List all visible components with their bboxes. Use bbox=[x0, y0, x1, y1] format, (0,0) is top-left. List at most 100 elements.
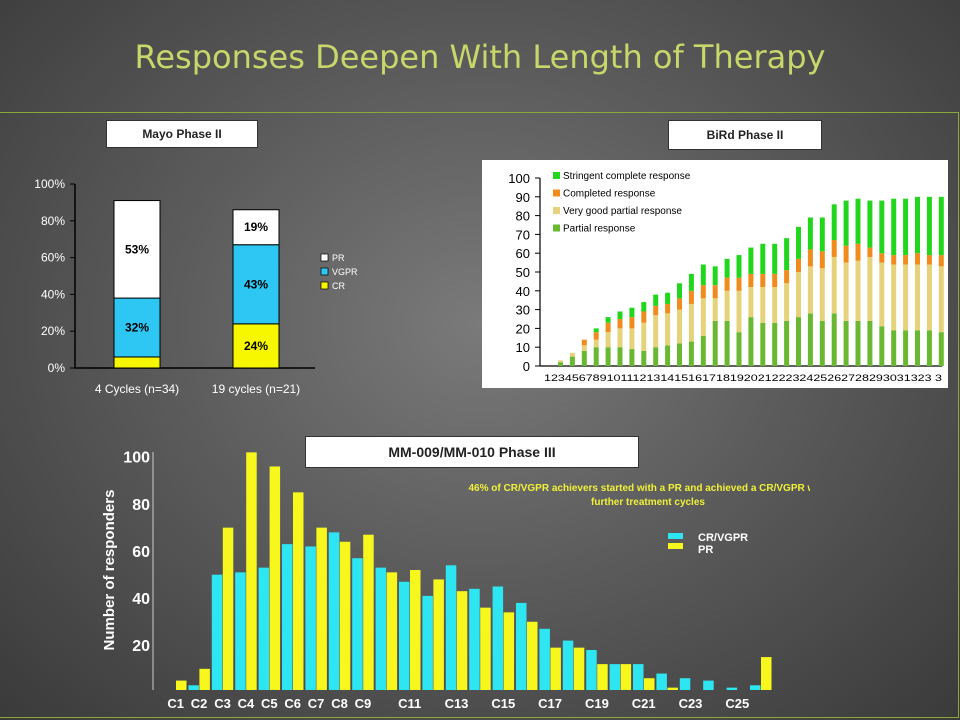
mm-bar-pr bbox=[176, 680, 187, 690]
bird-y-tick: 60 bbox=[516, 246, 530, 261]
bird-bar-segment bbox=[712, 266, 718, 286]
bird-y-tick: 0 bbox=[523, 359, 530, 374]
mayo-legend-swatch bbox=[320, 267, 329, 276]
mayo-legend-swatch bbox=[320, 253, 329, 262]
bird-bar-segment bbox=[688, 290, 694, 304]
bird-bar-segment bbox=[891, 264, 897, 331]
bird-bar-segment bbox=[772, 273, 778, 288]
mm-bar-pr bbox=[480, 607, 491, 690]
mm-y-tick: 80 bbox=[132, 497, 150, 514]
bird-bar-segment bbox=[748, 247, 754, 274]
bird-bar-segment bbox=[772, 287, 778, 323]
bird-bar-segment bbox=[796, 317, 801, 366]
bird-bar-segment bbox=[569, 352, 575, 357]
bird-bar-segment bbox=[891, 198, 897, 256]
mayo-x-tick: 19 cycles (n=21) bbox=[212, 382, 300, 396]
mayo-data-label: 53% bbox=[125, 242, 149, 256]
bird-bar-segment bbox=[843, 200, 849, 246]
bird-bar-segment bbox=[736, 332, 742, 366]
bird-y-tick: 20 bbox=[516, 321, 530, 336]
bird-bar-segment bbox=[831, 256, 837, 314]
bird-legend-swatch bbox=[553, 224, 560, 232]
bird-bar-segment bbox=[629, 317, 635, 329]
bird-bar-segment bbox=[903, 264, 909, 331]
bird-bar-segment bbox=[677, 283, 682, 299]
mm-x-tick: C1 bbox=[167, 696, 184, 711]
bird-bar-segment bbox=[593, 332, 599, 340]
mm-bar-pr bbox=[410, 570, 421, 690]
bird-bar-segment bbox=[593, 347, 599, 366]
bird-y-tick: 30 bbox=[516, 303, 530, 318]
bird-bar-segment bbox=[938, 332, 944, 366]
mm-bar-crvgpr bbox=[305, 546, 316, 690]
bird-bar-segment bbox=[677, 309, 682, 344]
mm-bar-crvgpr bbox=[609, 664, 621, 690]
mayo-bar-cr bbox=[113, 356, 161, 369]
bird-bar-segment bbox=[700, 298, 706, 336]
mayo-bar-pr bbox=[232, 209, 280, 246]
bird-bar-segment bbox=[915, 253, 920, 265]
bird-bar-segment bbox=[760, 287, 766, 323]
bird-bar-segment bbox=[558, 360, 563, 363]
bird-bar-segment bbox=[784, 283, 790, 321]
bird-legend-item: Partial response bbox=[563, 224, 636, 235]
bird-bar-segment bbox=[760, 322, 766, 366]
bird-bar-segment bbox=[772, 322, 778, 366]
mm-x-tick: C21 bbox=[632, 696, 656, 711]
mayo-bar-vgpr bbox=[113, 297, 161, 358]
bird-bar-segment bbox=[700, 264, 706, 286]
mm-bar-crvgpr bbox=[469, 588, 480, 690]
mm-x-tick: C2 bbox=[191, 696, 208, 711]
bird-bar-segment bbox=[784, 320, 790, 366]
bird-bar-segment bbox=[879, 262, 885, 327]
mm-bar-crvgpr bbox=[656, 673, 667, 690]
mm-x-tick: C15 bbox=[491, 696, 515, 711]
bird-bar-segment bbox=[855, 243, 861, 261]
mm-bar-crvgpr bbox=[539, 628, 550, 690]
mm-x-tick: C9 bbox=[355, 696, 372, 711]
mm-legend-item: CR/VGPR bbox=[698, 532, 748, 544]
bird-bar-segment bbox=[724, 320, 730, 366]
mm-bar-pr bbox=[550, 647, 561, 690]
bird-bar-segment bbox=[581, 345, 587, 351]
mm-x-tick: C17 bbox=[538, 696, 562, 711]
mm-bar-pr bbox=[573, 647, 585, 690]
bird-bar-segment bbox=[629, 307, 635, 318]
bird-y-tick: 90 bbox=[516, 190, 530, 205]
mm-bar-pr bbox=[761, 657, 772, 690]
bird-bar-segment bbox=[819, 268, 825, 321]
bird-bar-segment bbox=[593, 339, 599, 348]
mm-bar-crvgpr bbox=[516, 602, 527, 690]
bird-bar-segment bbox=[807, 313, 813, 366]
mm-bar-crvgpr bbox=[258, 567, 270, 690]
mm-bar-crvgpr bbox=[633, 664, 644, 690]
bird-bar-segment bbox=[677, 343, 682, 366]
mayo-y-tick: 40% bbox=[41, 287, 65, 301]
mm-bar-crvgpr bbox=[282, 544, 293, 690]
bird-bar-segment bbox=[617, 311, 623, 319]
bird-bar-segment bbox=[796, 272, 801, 318]
bird-bar-segment bbox=[843, 262, 849, 321]
bird-bar-segment bbox=[605, 322, 611, 333]
bird-bar-segment bbox=[665, 313, 671, 346]
mm-bar-crvgpr bbox=[188, 685, 199, 690]
bird-bar-segment bbox=[593, 328, 599, 333]
mm-bar-crvgpr bbox=[375, 567, 387, 690]
mayo-chart: 0%20%40%60%80%100%6%32%53%4 Cycles (n=34… bbox=[34, 177, 358, 396]
mm-bar-pr bbox=[667, 687, 678, 690]
bird-bar-segment bbox=[938, 255, 944, 267]
bird-bar-segment bbox=[712, 320, 718, 366]
mayo-data-label: 24% bbox=[244, 339, 268, 353]
mm-bar-pr bbox=[293, 492, 304, 690]
mayo-data-label: 19% bbox=[244, 220, 268, 234]
bird-bar-segment bbox=[665, 345, 671, 366]
mm-bar-pr bbox=[597, 664, 608, 690]
bird-bar-segment bbox=[724, 258, 730, 278]
mm-x-tick: C25 bbox=[725, 696, 749, 711]
bird-bar-segment bbox=[605, 347, 611, 366]
bird-bar-segment bbox=[855, 320, 861, 366]
mm-x-tick: C11 bbox=[398, 696, 421, 711]
bird-bar-segment bbox=[926, 264, 932, 331]
bird-y-tick: 100 bbox=[508, 171, 530, 186]
mm-bar-pr bbox=[620, 664, 632, 690]
